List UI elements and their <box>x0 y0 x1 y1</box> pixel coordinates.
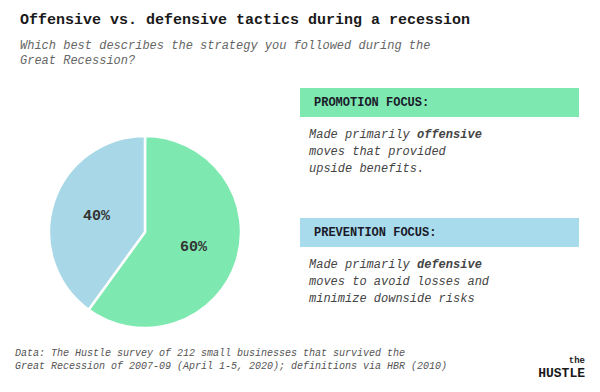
svg-text:upside benefits.: upside benefits. <box>309 162 424 176</box>
svg-text:PREVENTION FOCUS:: PREVENTION FOCUS: <box>314 226 436 240</box>
svg-text:Great Recession of 2007-09 (Ap: Great Recession of 2007-09 (April 1-5, 2… <box>15 361 447 372</box>
svg-text:PROMOTION FOCUS:: PROMOTION FOCUS: <box>314 96 429 110</box>
svg-text:offensive: offensive <box>417 128 482 142</box>
svg-text:60%: 60% <box>180 239 208 256</box>
svg-text:defensive: defensive <box>417 258 482 272</box>
svg-text:moves to avoid losses and: moves to avoid losses and <box>309 275 490 289</box>
svg-text:moves that provided: moves that provided <box>309 145 447 159</box>
svg-text:Offensive vs. defensive tactic: Offensive vs. defensive tactics during a… <box>20 12 470 29</box>
svg-text:40%: 40% <box>83 208 111 225</box>
svg-text:Great Recession?: Great Recession? <box>20 54 135 68</box>
svg-text:HUSTLE: HUSTLE <box>538 366 585 381</box>
svg-text:the: the <box>569 356 585 366</box>
svg-text:Data: The Hustle survey of 212: Data: The Hustle survey of 212 small bus… <box>15 348 405 359</box>
svg-text:Made primarily: Made primarily <box>309 128 417 142</box>
svg-text:minimize downside risks: minimize downside risks <box>309 292 475 306</box>
svg-text:Made primarily: Made primarily <box>309 258 417 272</box>
svg-text:Which best describes the strat: Which best describes the strategy you fo… <box>20 39 430 53</box>
